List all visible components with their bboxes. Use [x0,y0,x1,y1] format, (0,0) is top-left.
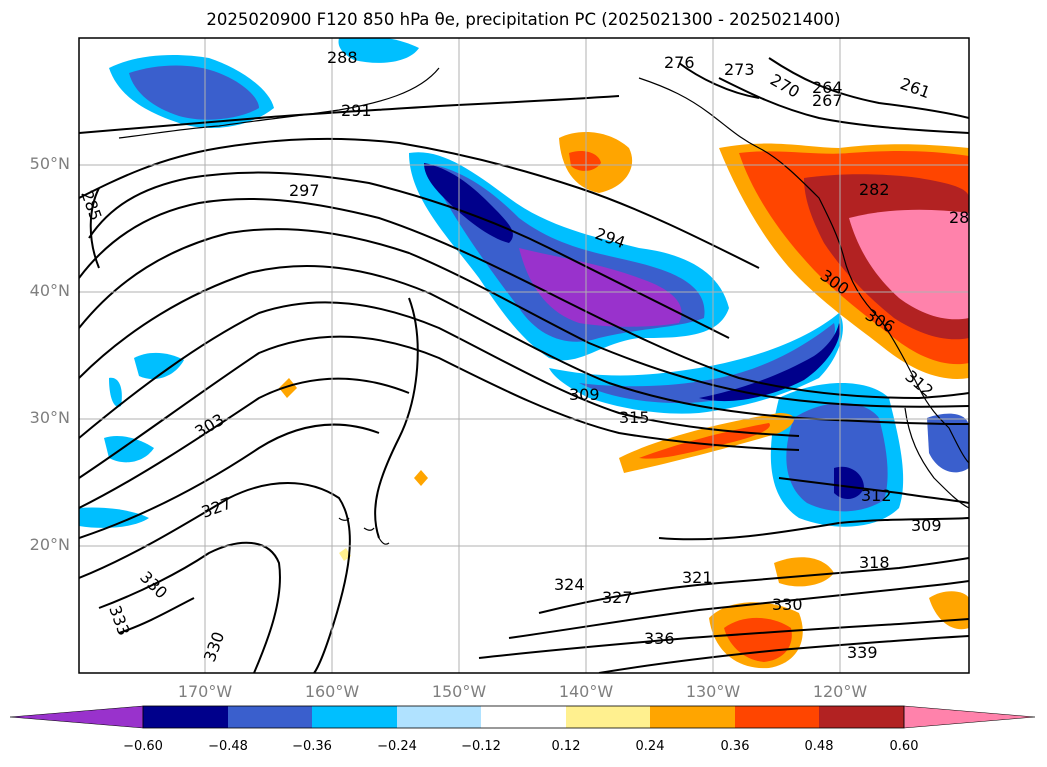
contour-label-28-edge: 28 [949,208,969,227]
colorbar-tick-9: 0.48 [804,739,834,754]
contour-label-312-south: 312 [861,486,892,505]
figure-title: 2025020900 F120 850 hPa θe, precipitatio… [206,10,841,29]
contour-label-324: 324 [554,575,585,594]
coastlines [118,67,969,545]
colorbar-outline [142,705,905,729]
contour-label-303: 303 [192,410,228,442]
contour-label-288: 288 [327,48,358,67]
colorbar-swatch-9 [819,706,904,728]
lat-label-50n: 50°N [29,154,70,173]
colorbar-extend-min [10,705,144,729]
colorbar-tick-1: −0.60 [123,739,163,754]
colorbar-tick-10: 0.60 [889,739,919,754]
colorbar-swatch-3 [312,706,397,728]
contour-label-330-south: 330 [772,595,803,614]
contour-labels: 288 291 297 294 276 273 270 264 267 261 … [77,48,969,664]
lat-label-20n: 20°N [29,535,70,554]
contour-label-339: 339 [847,643,878,662]
colorbar-swatch-2 [228,706,312,728]
lon-label-150w: 150°W [431,682,487,701]
lon-label-130w: 130°W [685,682,741,701]
precip-positive-shading [279,132,969,669]
lon-label-160w: 160°W [304,682,360,701]
contour-label-285: 285 [77,188,105,223]
lat-label-30n: 30°N [29,408,70,427]
contour-label-315: 315 [619,408,650,427]
colorbar-swatch-6 [566,706,650,728]
map-border [78,37,970,674]
colorbar-tick-5: −0.12 [461,739,501,754]
contour-label-264: 264 [812,78,843,97]
contour-label-309: 309 [569,385,600,404]
contour-label-336: 336 [644,629,675,648]
lon-label-140w: 140°W [558,682,614,701]
theta-e-contours [79,57,969,673]
lat-label-40n: 40°N [29,281,70,300]
contour-label-282: 282 [859,180,890,199]
contour-label-330-west: 330 [136,567,171,602]
lon-label-120w: 120°W [812,682,868,701]
graticule [79,38,969,673]
colorbar-swatch-5 [481,706,566,728]
contour-label-309-south: 309 [911,516,942,535]
map-canvas: 288 291 297 294 276 273 270 264 267 261 … [77,37,970,674]
contour-label-276: 276 [664,53,695,72]
map-panel: 288 291 297 294 276 273 270 264 267 261 … [77,37,970,674]
colorbar-tick-6: 0.12 [551,739,581,754]
contour-label-273: 273 [724,60,755,79]
colorbar-swatch-4 [397,706,481,728]
contour-label-327: 327 [602,588,633,607]
contour-label-291: 291 [341,101,372,120]
colorbar-extend-max [903,705,1036,729]
colorbar-tick-2: −0.48 [208,739,248,754]
contour-label-333: 333 [105,603,133,638]
contour-label-267: 267 [812,91,843,110]
colorbar-swatch-1 [143,706,228,728]
colorbar-tick-8: 0.36 [720,739,750,754]
colorbar-tick-3: −0.36 [292,739,332,754]
contour-label-297: 297 [289,181,320,200]
contour-label-318: 318 [859,553,890,572]
colorbar-tick-4: −0.24 [377,739,417,754]
contour-label-330-lower: 330 [200,629,228,664]
colorbar-tick-7: 0.24 [635,739,665,754]
contour-label-327-west: 327 [199,493,234,521]
colorbar-swatch-7 [650,706,735,728]
colorbar-swatch-8 [735,706,819,728]
lon-label-170w: 170°W [177,682,233,701]
contour-label-321: 321 [682,568,713,587]
colorbar [10,705,1036,729]
precip-negative-shading [79,38,969,528]
contour-label-261: 261 [898,74,933,102]
